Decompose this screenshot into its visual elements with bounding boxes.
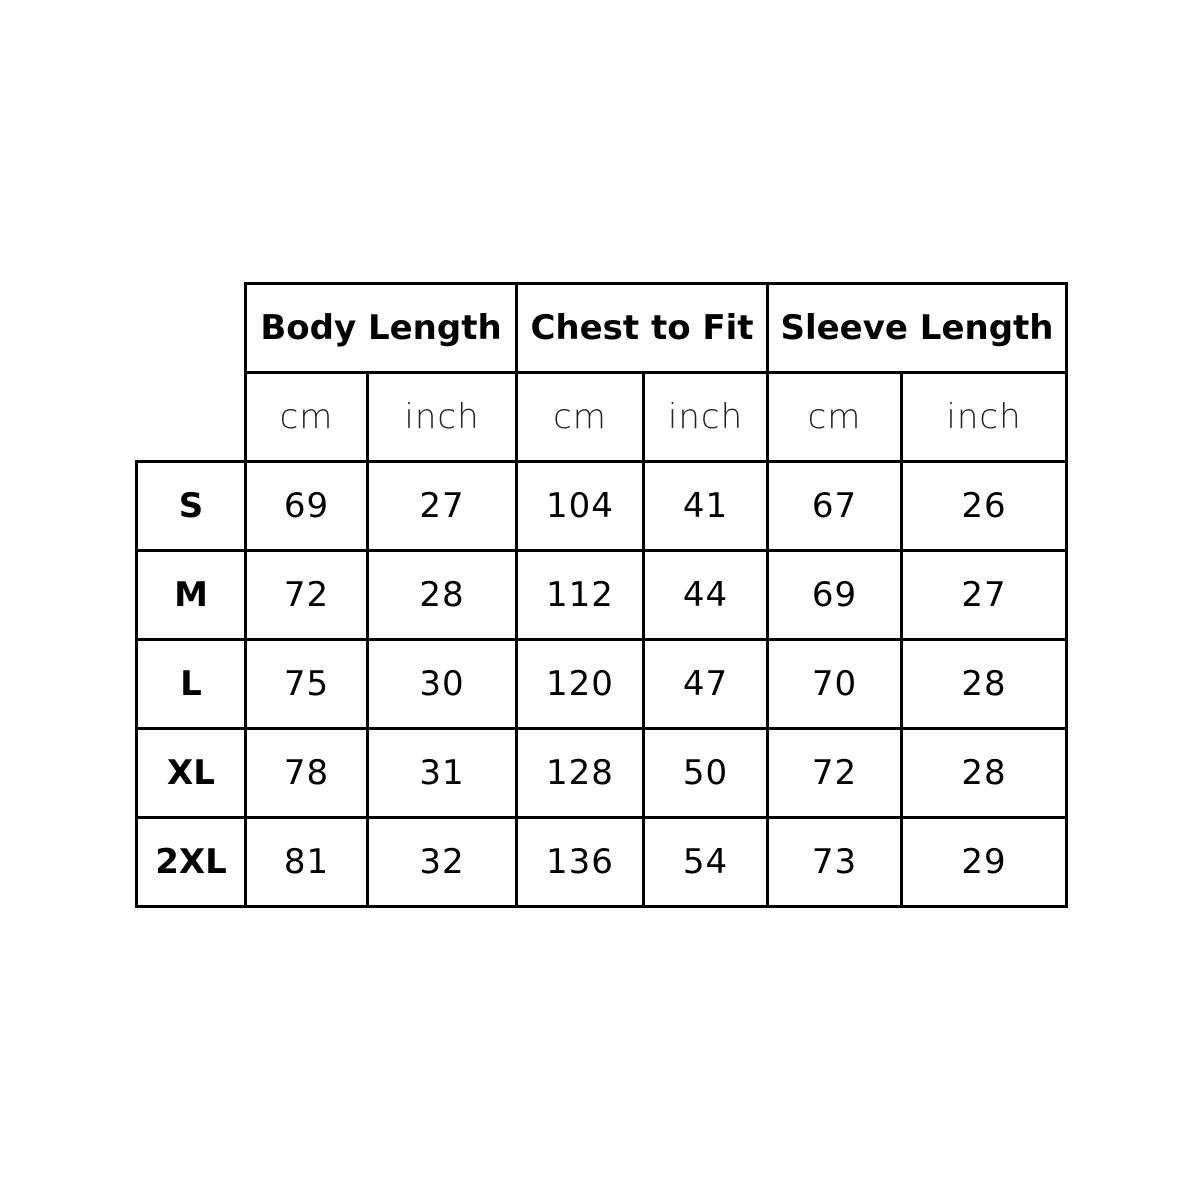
measurement-cell: 26: [900, 460, 1068, 552]
measurement-cell: 31: [366, 727, 518, 819]
size-label: M: [135, 549, 247, 641]
unit-header: cm: [244, 371, 369, 463]
header-chest-to-fit: Chest to Fit: [515, 282, 769, 374]
unit-header: inch: [900, 371, 1068, 463]
measurement-cell: 50: [642, 727, 769, 819]
group-header-row: Body Length Chest to Fit Sleeve Length: [136, 282, 1068, 463]
table-row: XL 78 31 128 50 72 28: [135, 727, 1068, 819]
unit-header: inch: [366, 371, 518, 463]
measurement-cell: 47: [642, 638, 769, 730]
size-label: XL: [135, 727, 247, 819]
table-row: L 75 30 120 47 70 28: [135, 638, 1068, 730]
measurement-cell: 41: [642, 460, 769, 552]
unit-header-row: cm inch cm inch cm inch: [137, 371, 1068, 463]
measurement-cell: 72: [766, 727, 903, 819]
table-row: 2XL 81 32 136 54 73 29: [135, 816, 1068, 908]
measurement-cell: 120: [515, 638, 645, 730]
measurement-cell: 136: [515, 816, 645, 908]
table-row: M 72 28 112 44 69 27: [135, 549, 1068, 641]
measurement-cell: 27: [900, 549, 1068, 641]
unit-header: cm: [515, 371, 645, 463]
measurement-cell: 30: [366, 638, 518, 730]
size-label: S: [135, 460, 247, 552]
measurement-cell: 44: [642, 549, 769, 641]
size-chart-table: Body Length Chest to Fit Sleeve Length c…: [135, 282, 1068, 908]
measurement-cell: 70: [766, 638, 903, 730]
measurement-cell: 28: [900, 727, 1068, 819]
measurement-cell: 29: [900, 816, 1068, 908]
unit-header: inch: [642, 371, 769, 463]
measurement-cell: 73: [766, 816, 903, 908]
measurement-cell: 112: [515, 549, 645, 641]
measurement-cell: 75: [244, 638, 369, 730]
measurement-cell: 72: [244, 549, 369, 641]
corner-cell: [136, 283, 247, 463]
measurement-cell: 128: [515, 727, 645, 819]
size-label: 2XL: [135, 816, 247, 908]
measurement-cell: 28: [366, 549, 518, 641]
table-row: S 69 27 104 41 67 26: [135, 460, 1068, 552]
unit-header: cm: [766, 371, 903, 463]
measurement-cell: 69: [244, 460, 369, 552]
measurement-cell: 27: [366, 460, 518, 552]
header-body-length: Body Length: [244, 282, 518, 374]
measurement-cell: 67: [766, 460, 903, 552]
measurement-cell: 104: [515, 460, 645, 552]
measurement-cell: 69: [766, 549, 903, 641]
measurement-cell: 54: [642, 816, 769, 908]
measurement-cell: 32: [366, 816, 518, 908]
measurement-cell: 78: [244, 727, 369, 819]
measurement-cell: 81: [244, 816, 369, 908]
measurement-cell: 28: [900, 638, 1068, 730]
header-sleeve-length: Sleeve Length: [766, 282, 1068, 374]
size-label: L: [135, 638, 247, 730]
